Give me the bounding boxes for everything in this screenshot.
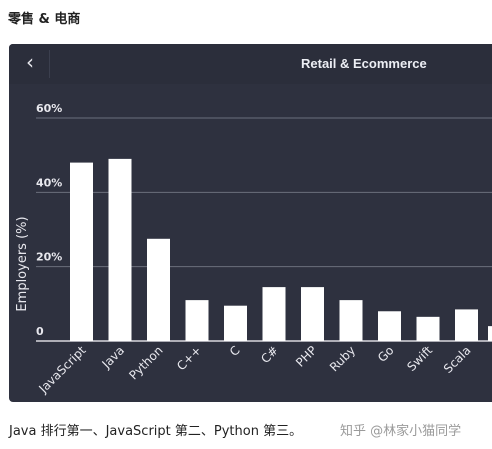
bar: [488, 326, 492, 341]
chart-title: Retail & Ecommerce: [301, 56, 427, 71]
chart-panel: ‹ Retail & Ecommerce 0 20% 40% 60% Employers…: [9, 44, 492, 402]
bar: [224, 305, 247, 341]
bar: [147, 238, 170, 341]
bar: [455, 309, 478, 341]
x-tick-label: Java: [99, 343, 128, 372]
section-heading: 零售 & 电商: [8, 12, 81, 27]
x-tick-label: Python: [126, 343, 165, 382]
bar: [185, 300, 209, 341]
y-axis-label: Employers (%): [15, 216, 30, 311]
x-tick-label: PHP: [293, 343, 320, 370]
x-tick-label: C++: [174, 343, 204, 373]
bar: [416, 316, 440, 341]
bar: [378, 311, 401, 341]
bar: [108, 158, 132, 341]
bar-chart: 0 20% 40% 60% Employers (%) JavaScript Java Pyt…: [15, 102, 492, 396]
x-tick-label: Swift: [404, 343, 435, 374]
divider: [49, 50, 50, 78]
bar: [70, 162, 93, 341]
y-tick-label: 20%: [36, 251, 62, 264]
y-tick-label: 0: [36, 325, 44, 338]
x-tick-label: C: [227, 343, 243, 359]
x-tick-label: Scala: [441, 343, 474, 376]
x-tick-label: JavaScript: [35, 343, 88, 396]
bar: [301, 287, 324, 341]
y-tick-label: 60%: [36, 102, 62, 115]
chevron-left-icon[interactable]: ‹: [26, 50, 34, 74]
bar: [339, 300, 363, 341]
x-tick-label: Go: [375, 343, 397, 365]
caption-text: Java 排行第一、JavaScript 第二、Python 第三。: [9, 424, 303, 439]
x-tick-label: C#: [258, 343, 281, 366]
watermark: 知乎 @林家小猫同学: [340, 424, 462, 439]
bar: [262, 287, 286, 341]
chart-topbar: ‹ Retail & Ecommerce: [9, 44, 492, 84]
x-tick-label: Ruby: [327, 343, 358, 374]
y-tick-label: 40%: [36, 176, 62, 189]
